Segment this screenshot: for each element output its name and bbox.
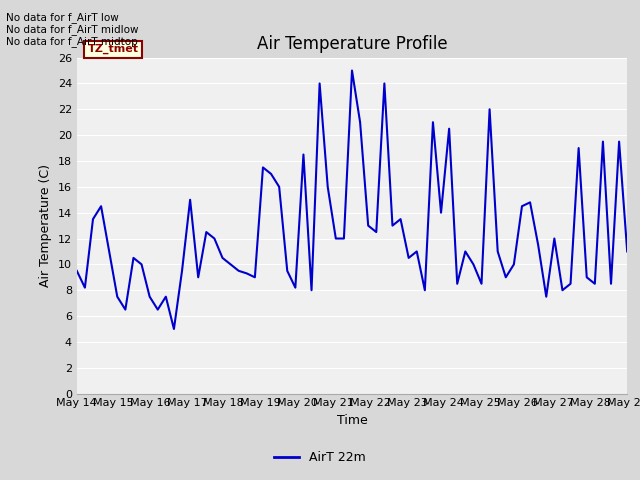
Text: No data for f_AirT midlow: No data for f_AirT midlow bbox=[6, 24, 139, 35]
Title: Air Temperature Profile: Air Temperature Profile bbox=[257, 35, 447, 53]
Y-axis label: Air Temperature (C): Air Temperature (C) bbox=[39, 164, 52, 287]
Text: No data for f_AirT midtop: No data for f_AirT midtop bbox=[6, 36, 138, 47]
Text: TZ_tmet: TZ_tmet bbox=[88, 44, 139, 54]
Text: No data for f_AirT low: No data for f_AirT low bbox=[6, 12, 119, 23]
Legend: AirT 22m: AirT 22m bbox=[269, 446, 371, 469]
X-axis label: Time: Time bbox=[337, 414, 367, 427]
